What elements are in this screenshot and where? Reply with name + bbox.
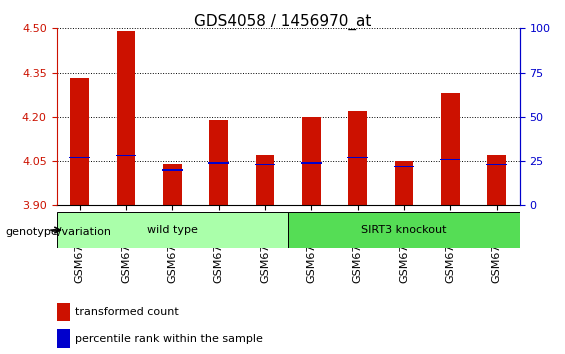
- Text: GDS4058 / 1456970_at: GDS4058 / 1456970_at: [194, 14, 371, 30]
- Bar: [117, 31, 135, 205]
- Bar: [210, 120, 228, 205]
- Bar: [441, 93, 459, 205]
- Bar: [208, 162, 229, 164]
- Bar: [488, 155, 506, 205]
- Bar: [440, 159, 460, 160]
- Text: transformed count: transformed count: [75, 307, 179, 317]
- Bar: [69, 157, 90, 158]
- Bar: [395, 161, 413, 205]
- Text: SIRT3 knockout: SIRT3 knockout: [361, 225, 447, 235]
- Bar: [349, 111, 367, 205]
- Text: wild type: wild type: [147, 225, 198, 235]
- Bar: [347, 157, 368, 158]
- FancyBboxPatch shape: [56, 212, 288, 248]
- Bar: [56, 303, 71, 321]
- Bar: [255, 164, 275, 165]
- Bar: [256, 155, 274, 205]
- Bar: [71, 79, 89, 205]
- Bar: [301, 162, 321, 164]
- Bar: [394, 166, 414, 167]
- Text: genotype/variation: genotype/variation: [6, 227, 112, 237]
- Bar: [163, 164, 181, 205]
- FancyBboxPatch shape: [288, 212, 520, 248]
- Bar: [486, 164, 507, 165]
- Bar: [162, 169, 182, 171]
- Bar: [56, 329, 71, 348]
- Bar: [116, 155, 136, 156]
- Text: percentile rank within the sample: percentile rank within the sample: [75, 334, 263, 344]
- Bar: [302, 117, 320, 205]
